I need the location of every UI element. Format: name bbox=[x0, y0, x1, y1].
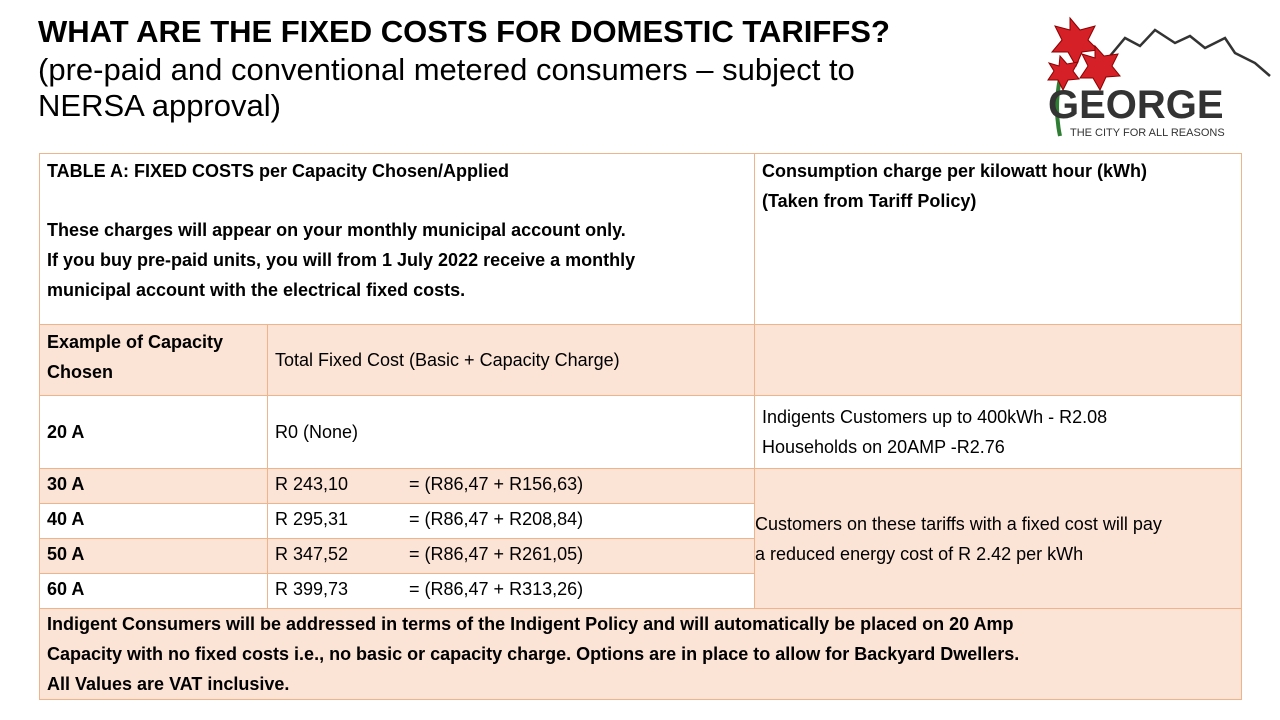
capacity-cell: 40 A bbox=[39, 503, 268, 539]
amount: R 399,73 bbox=[275, 579, 349, 599]
george-logo-graphic: GEORGE THE CITY FOR ALL REASONS bbox=[1047, 16, 1271, 139]
amount: R 295,31 bbox=[275, 509, 349, 529]
slide-title: WHAT ARE THE FIXED COSTS FOR DOMESTIC TA… bbox=[38, 12, 1038, 124]
footer-note-row: Indigent Consumers will be addressed in … bbox=[39, 608, 1242, 700]
reduced-cost-line2: a reduced energy cost of R 2.42 per kWh bbox=[755, 543, 1084, 564]
table-row-20a: 20 A R0 (None) Indigents Customers up to… bbox=[39, 395, 1242, 469]
table-a-note-line3: municipal account with the electrical fi… bbox=[47, 280, 466, 300]
title-subheading-line1: (pre-paid and conventional metered consu… bbox=[38, 52, 855, 87]
george-logo: GEORGE THE CITY FOR ALL REASONS bbox=[1040, 8, 1280, 143]
capacity-column-header: Example of Capacity Chosen bbox=[39, 324, 268, 396]
total-cost-column-header: Total Fixed Cost (Basic + Capacity Charg… bbox=[267, 324, 755, 396]
table-a-description: TABLE A: FIXED COSTS per Capacity Chosen… bbox=[39, 153, 755, 325]
amount: R 347,52 bbox=[275, 544, 349, 564]
table-row: 60 A R 399,73 = (R86,47 + R313,26) bbox=[39, 573, 1242, 609]
logo-name: GEORGE bbox=[1048, 83, 1224, 127]
capacity-cell: 30 A bbox=[39, 468, 268, 504]
fixed-costs-table: TABLE A: FIXED COSTS per Capacity Chosen… bbox=[39, 153, 1242, 700]
table-row: 30 A R 243,10 = (R86,47 + R156,63) Custom… bbox=[39, 468, 1242, 609]
amount: R 243,10 bbox=[275, 474, 349, 494]
logo-tagline: THE CITY FOR ALL REASONS bbox=[1070, 127, 1225, 139]
footer-note-line3: All Values are VAT inclusive. bbox=[47, 674, 290, 694]
cost-cell: R0 (None) bbox=[267, 395, 755, 469]
cost-cell: R 295,31 = (R86,47 + R208,84) bbox=[267, 503, 755, 539]
breakdown: = (R86,47 + R156,63) bbox=[409, 474, 584, 494]
breakdown: = (R86,47 + R208,84) bbox=[409, 509, 584, 529]
breakdown: = (R86,47 + R261,05) bbox=[409, 544, 584, 564]
flower-icon bbox=[1047, 16, 1121, 92]
indigent-charge-line2: Households on 20AMP -R2.76 bbox=[762, 437, 1005, 457]
cost-cell: R 243,10 = (R86,47 + R156,63) bbox=[267, 468, 755, 504]
capacity-cell: 60 A bbox=[39, 573, 268, 609]
indigent-charge-line1: Indigents Customers up to 400kWh - R2.08 bbox=[762, 407, 1108, 427]
consumption-charge-line1: Consumption charge per kilowatt hour (kW… bbox=[762, 161, 1148, 181]
footer-note-line1: Indigent Consumers will be addressed in … bbox=[47, 614, 1014, 634]
consumption-charge-line2: (Taken from Tariff Policy) bbox=[762, 191, 977, 211]
title-subheading-line2: NERSA approval) bbox=[38, 88, 281, 123]
capacity-cell: 20 A bbox=[39, 395, 268, 469]
mountain-icon bbox=[1099, 28, 1271, 77]
column-header-row: Example of Capacity Chosen Total Fixed C… bbox=[39, 324, 1242, 396]
consumption-charge-header: Consumption charge per kilowatt hour (kW… bbox=[754, 153, 1242, 325]
cost-cell: R 347,52 = (R86,47 + R261,05) bbox=[267, 538, 755, 574]
table-a-title: TABLE A: FIXED COSTS per Capacity Chosen… bbox=[47, 161, 510, 181]
reduced-cost-line1: Customers on these tariffs with a fixed … bbox=[755, 513, 1162, 534]
title-heading: WHAT ARE THE FIXED COSTS FOR DOMESTIC TA… bbox=[38, 14, 890, 49]
empty-header-cell bbox=[754, 324, 1242, 396]
table-a-note-line2: If you buy pre-paid units, you will from… bbox=[47, 250, 636, 270]
capacity-cell: 50 A bbox=[39, 538, 268, 574]
cost-cell: R 399,73 = (R86,47 + R313,26) bbox=[267, 573, 755, 609]
breakdown: = (R86,47 + R313,26) bbox=[409, 579, 584, 599]
footer-note: Indigent Consumers will be addressed in … bbox=[39, 608, 1242, 700]
table-row: 40 A R 295,31 = (R86,47 + R208,84) bbox=[39, 503, 1242, 539]
indigent-charge-cell: Indigents Customers up to 400kWh - R2.08… bbox=[754, 395, 1242, 469]
table-a-note-line1: These charges will appear on your monthl… bbox=[47, 220, 626, 240]
reduced-energy-cost-cell: Customers on these tariffs with a fixed … bbox=[754, 468, 1242, 609]
footer-note-line2: Capacity with no fixed costs i.e., no ba… bbox=[47, 644, 1020, 664]
table-header-row: TABLE A: FIXED COSTS per Capacity Chosen… bbox=[39, 153, 1242, 325]
